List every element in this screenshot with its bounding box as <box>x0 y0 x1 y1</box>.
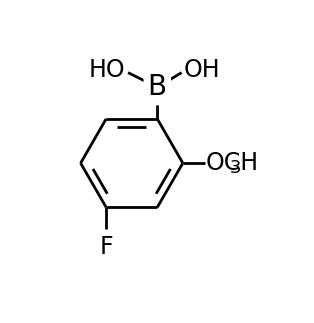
Text: OH: OH <box>184 58 221 82</box>
Text: 3: 3 <box>230 159 241 177</box>
Text: B: B <box>148 73 167 101</box>
Text: OCH: OCH <box>206 151 259 175</box>
Text: F: F <box>99 235 113 259</box>
Text: HO: HO <box>89 58 126 82</box>
